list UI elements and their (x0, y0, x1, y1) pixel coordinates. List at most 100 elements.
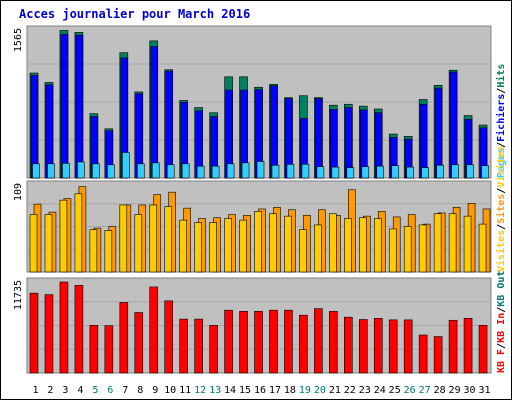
panel2-visites-bar (119, 204, 128, 273)
panel3-legend-separator: / (496, 343, 507, 349)
panel3-kb_in-bar (164, 300, 174, 374)
panel2-max-label: 109 (13, 183, 24, 201)
panel1-pages-bar (436, 164, 444, 179)
panel3-kb_in-bar (224, 309, 233, 374)
panel3-legend: KB F/KB In/KB Out (496, 271, 507, 373)
panel1-pages-bar (406, 166, 414, 179)
panel3-kb_in-bar (179, 318, 188, 374)
panel2-visites-bar (478, 223, 487, 273)
day-label: 8 (137, 385, 143, 396)
panel2-visites-bar (269, 213, 277, 273)
panel2-visites-bar (403, 226, 412, 273)
panel2-visites-bar (433, 213, 442, 273)
panel2-visites-bar (388, 228, 397, 273)
panel1-pages-bar (316, 166, 325, 179)
panel3-kb_in-bar (59, 281, 69, 374)
panel1-pages-bar (271, 164, 280, 179)
day-label: 23 (359, 385, 371, 396)
panel2-visites-bar (29, 214, 38, 273)
panel1-legend-separator: / (496, 142, 507, 148)
day-label: 2 (47, 385, 53, 396)
panel3-legend-entry: KB F (496, 349, 507, 373)
panel1-fichiers-bar (315, 98, 323, 179)
panel1-pages-bar (47, 163, 55, 179)
panel1-pages-bar (136, 163, 145, 179)
panel1-legend: Pages/Fichiers/Hits (495, 64, 507, 178)
day-label: 7 (122, 385, 128, 396)
panel1-pages-bar (466, 164, 474, 179)
panel3-kb_in-bar (89, 325, 99, 374)
panel2-visites-bar (239, 219, 247, 273)
panel1-fichiers-bar (60, 33, 69, 179)
panel1-pages-bar (77, 161, 85, 179)
panel3-kb_in-bar (314, 308, 323, 374)
day-label: 15 (239, 385, 251, 396)
panel2-visites-bar (314, 224, 322, 273)
panel1-pages-bar (166, 164, 175, 179)
panel2-visites-bar (358, 217, 367, 273)
panel1-pages-bar (286, 163, 295, 179)
panel2-legend-separator: / (496, 224, 507, 230)
panel1-pages-bar (151, 162, 160, 179)
panel1-pages-bar (391, 165, 400, 179)
panel2-legend-entry: Sites (495, 194, 507, 224)
day-label: 12 (194, 385, 206, 396)
panel1-pages-bar (331, 166, 340, 179)
day-axis: 1 2 3 4 5 6 7 8 9 10 11 12 13 14 15 16 17 18 19 20 21 22 23 24 2… (32, 385, 490, 396)
panel2-visites-bar (44, 214, 53, 273)
panel1-fichiers-bar (449, 71, 458, 179)
panel1-pages-bar (32, 163, 40, 179)
panel2-visites-bar (179, 219, 187, 273)
day-label: 4 (77, 385, 83, 396)
day-label: 19 (299, 385, 311, 396)
panel3-max-label: 11735 (13, 280, 24, 310)
panel3-kb_in-bar (329, 311, 338, 374)
panel1-pages-bar (92, 163, 100, 179)
panel3-legend-entry: KB Out (496, 271, 507, 307)
panel3-kb_in-bar (299, 314, 308, 374)
day-label: 3 (62, 385, 68, 396)
panel1-pages-bar (256, 161, 265, 179)
panel3-kb_in-bar (448, 319, 458, 374)
panel3-kb_in-bar (403, 319, 413, 374)
panel3-kb_in-bar (209, 325, 218, 374)
day-label: 5 (92, 385, 98, 396)
panel2-legend-entry: Visites (495, 230, 507, 272)
panel3-kb_in-bar (239, 311, 248, 374)
panel3-kb_in-bar (119, 302, 129, 374)
panel3-kb_in-bar (29, 292, 39, 374)
day-label: 11 (179, 385, 191, 396)
day-label: 10 (164, 385, 176, 396)
panel3-kb_in-bar (74, 285, 84, 374)
panel1-pages-bar (346, 167, 355, 179)
day-label: 22 (344, 385, 356, 396)
panel2-legend-separator: / (496, 188, 507, 194)
panel2-visites-bar (164, 206, 173, 273)
panel3-legend-entry: KB In (496, 313, 507, 343)
day-label: 29 (449, 385, 461, 396)
panel1-legend-entry: Pages (496, 148, 507, 178)
panel2-visites-bar (299, 229, 307, 273)
chart-panels: 1565Pages/Fichiers/Hits109Visites/Sites/… (13, 25, 507, 374)
panel3-kb_in-bar (284, 309, 293, 374)
day-label: 6 (107, 385, 113, 396)
day-label: 27 (419, 385, 431, 396)
panel2-visites-bar (224, 218, 232, 273)
panel1-pages-bar (107, 164, 115, 179)
day-label: 13 (209, 385, 221, 396)
day-label: 16 (254, 385, 266, 396)
panel3-kb_in-bar (254, 311, 263, 374)
panel2-visites-bar (463, 215, 472, 273)
panel1-pages-bar (241, 162, 250, 179)
day-label: 14 (224, 385, 236, 396)
panel2-legend-entry: Visites (495, 146, 507, 188)
day-label: 20 (314, 385, 326, 396)
panel3-kb_in-bar (344, 316, 353, 374)
panel1-pages-bar (376, 165, 385, 179)
panel3-kb_in-bar (463, 318, 473, 374)
panel3-kb_in-bar (44, 294, 54, 374)
panel3-kb_in-bar (149, 286, 159, 374)
day-label: 24 (374, 385, 386, 396)
day-label: 30 (464, 385, 476, 396)
